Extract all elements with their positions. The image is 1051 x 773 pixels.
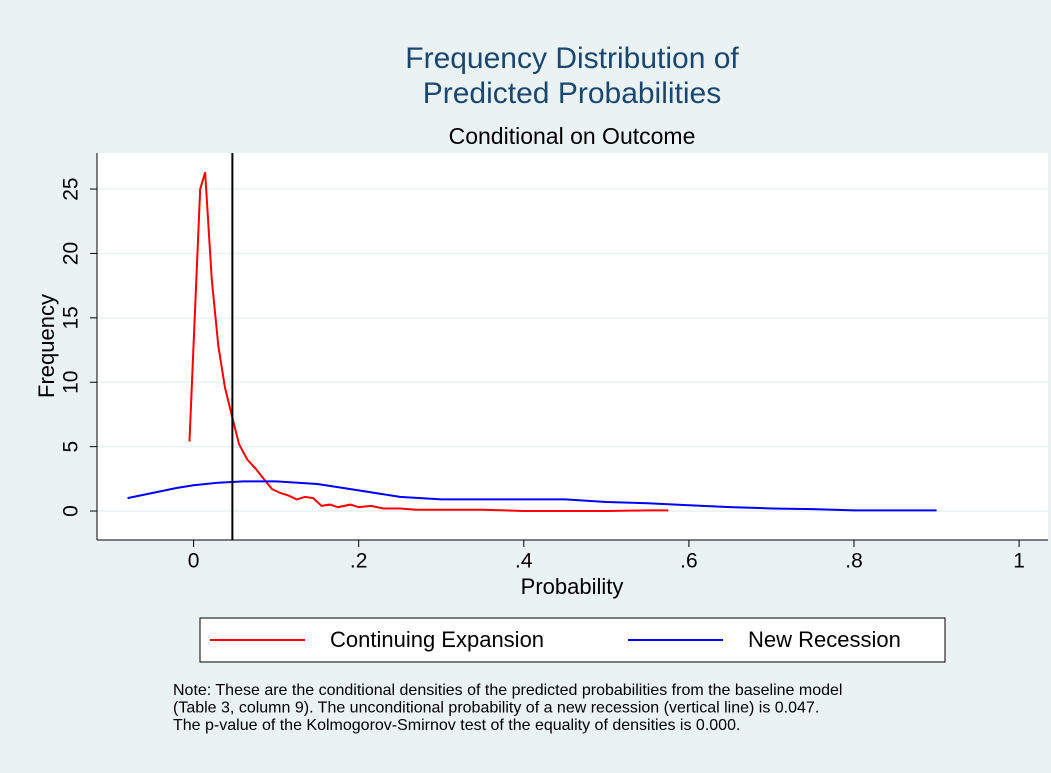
note: Note: These are the conditional densitie…	[173, 682, 842, 699]
chart-subtitle: Conditional on Outcome	[449, 123, 696, 149]
line-series	[127, 480, 937, 512]
y-tick-label: 25	[60, 177, 83, 200]
y-tick-label: 15	[60, 306, 83, 329]
x-tick-label: 1	[1013, 550, 1025, 573]
y-axis-title: Frequency	[34, 294, 59, 398]
x-tick-label: .8	[845, 550, 863, 573]
legend-box	[199, 617, 946, 663]
legend-label: Continuing Expansion	[330, 627, 544, 652]
legend-label: New Recession	[748, 627, 901, 652]
note: The p-value of the Kolmogorov-Smirnov te…	[173, 717, 740, 734]
note: (Table 3, column 9). The unconditional p…	[173, 700, 819, 717]
plot-area	[97, 153, 1048, 540]
y-tick-label: 0	[60, 505, 83, 517]
line-series	[188, 172, 669, 513]
x-tick-label: .2	[350, 550, 368, 573]
y-tick-label: 10	[60, 371, 83, 394]
chart-title: Predicted Probabilities	[423, 77, 722, 110]
x-axis-title: Probability	[521, 574, 624, 599]
x-tick-label: .4	[515, 550, 533, 573]
chart-title: Frequency Distribution of	[405, 42, 739, 75]
y-tick-label: 5	[60, 441, 83, 453]
x-tick-label: .6	[680, 550, 698, 573]
y-tick-label: 20	[60, 242, 83, 265]
x-tick-label: 0	[188, 550, 200, 573]
